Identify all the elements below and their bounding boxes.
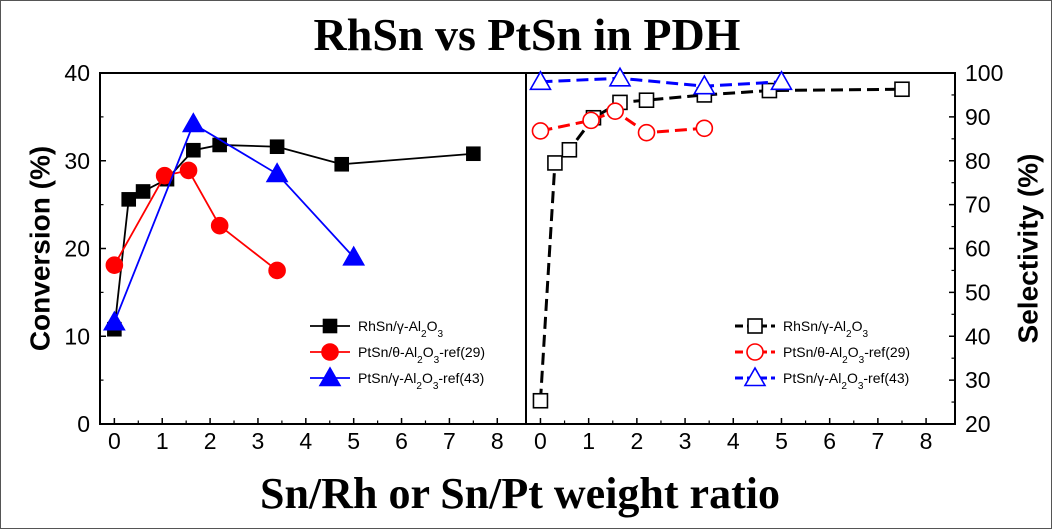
legend-label-right-1: PtSn/θ-Al2O3-ref(29) xyxy=(783,344,910,366)
data-point-left-2 xyxy=(265,162,289,183)
x-tick-label-right: 1 xyxy=(582,428,595,454)
data-point-left-2 xyxy=(342,245,366,266)
y-tick-label-right: 70 xyxy=(965,192,991,218)
x-tick-label-left: 4 xyxy=(299,428,312,454)
y-tick-label-right: 90 xyxy=(965,104,991,130)
y-tick-label-left: 30 xyxy=(64,148,90,174)
x-tick-label-right: 4 xyxy=(727,428,740,454)
chart-title: RhSn vs PtSn in PDH xyxy=(313,9,741,60)
legend-label-right-0: RhSn/γ-Al2O3 xyxy=(783,318,869,340)
data-point-right-1 xyxy=(606,102,624,120)
data-point-right-1 xyxy=(637,123,656,142)
data-point-right-0 xyxy=(532,392,549,409)
data-point-left-1 xyxy=(268,261,286,280)
legend-marker-right-0 xyxy=(747,318,763,334)
y-tick-label-right: 60 xyxy=(965,236,991,262)
data-point-left-2 xyxy=(181,112,205,133)
x-tick-label-right: 5 xyxy=(775,428,788,454)
y-axis-label-right: Selectivity (%) xyxy=(1012,154,1043,344)
data-point-right-1 xyxy=(695,119,714,138)
data-point-left-0 xyxy=(186,142,201,158)
data-point-left-0 xyxy=(466,146,481,162)
x-tick-label-left: 6 xyxy=(395,428,408,454)
y-tick-label-left: 10 xyxy=(64,323,90,349)
data-point-right-1 xyxy=(582,111,600,130)
legend-marker-right-2 xyxy=(743,366,767,387)
series-line-right-2 xyxy=(540,76,782,88)
legend-marker-left-2 xyxy=(318,366,342,387)
y-tick-label-right: 40 xyxy=(965,323,991,349)
x-tick-label-left: 8 xyxy=(491,428,504,454)
y-tick-label-right: 30 xyxy=(965,367,991,393)
y-tick-label-left: 40 xyxy=(64,60,90,86)
data-point-left-2 xyxy=(102,310,126,331)
data-point-left-0 xyxy=(334,156,350,172)
x-tick-label-left: 5 xyxy=(347,428,360,454)
x-tick-label-right: 7 xyxy=(871,428,884,454)
legend-label-left-0: RhSn/γ-Al2O3 xyxy=(358,318,444,340)
data-point-right-0 xyxy=(894,81,910,98)
x-tick-label-left: 7 xyxy=(443,428,456,454)
legend-label-right-2: PtSn/γ-Al2O3-ref(43) xyxy=(783,370,909,392)
x-tick-label-right: 0 xyxy=(534,428,547,454)
legend-marker-left-1 xyxy=(321,343,339,361)
data-point-left-0 xyxy=(269,139,285,155)
x-tick-label-left: 2 xyxy=(204,428,217,454)
legend-label-left-1: PtSn/θ-Al2O3-ref(29) xyxy=(358,344,485,366)
data-point-left-1 xyxy=(105,256,124,274)
data-point-right-2 xyxy=(608,66,632,87)
data-point-right-0 xyxy=(561,141,578,158)
x-tick-label-right: 2 xyxy=(630,428,643,454)
data-point-left-1 xyxy=(210,216,229,235)
y-tick-label-left: 0 xyxy=(77,411,90,437)
series-line-left-2 xyxy=(113,122,355,323)
legend-marker-right-1 xyxy=(746,343,764,361)
x-tick-label-right: 8 xyxy=(920,428,933,454)
x-axis-label: Sn/Rh or Sn/Pt weight ratio xyxy=(260,469,780,518)
x-tick-label-right: 3 xyxy=(679,428,692,454)
x-tick-label-left: 1 xyxy=(156,428,169,454)
y-tick-label-right: 100 xyxy=(965,60,1003,86)
data-point-right-2 xyxy=(529,70,552,91)
y-tick-label-right: 50 xyxy=(965,279,991,305)
data-point-right-1 xyxy=(531,122,550,140)
x-tick-label-left: 0 xyxy=(108,428,121,454)
x-tick-label-left: 3 xyxy=(252,428,265,454)
x-tick-label-right: 6 xyxy=(823,428,836,454)
data-point-right-2 xyxy=(770,70,793,91)
data-point-left-1 xyxy=(179,161,198,180)
legend-marker-left-0 xyxy=(322,318,338,334)
y-tick-label-right: 80 xyxy=(965,148,991,174)
data-point-left-0 xyxy=(121,192,137,207)
y-axis-label-left: Conversion (%) xyxy=(24,146,55,351)
y-tick-label-right: 20 xyxy=(965,411,991,437)
data-point-left-0 xyxy=(135,184,151,199)
data-point-right-2 xyxy=(692,74,716,95)
legend-label-left-2: PtSn/γ-Al2O3-ref(43) xyxy=(358,370,484,392)
data-point-right-0 xyxy=(547,155,563,171)
plot-panel-right: 0 1 2 3 4 5 6 7 8 20 30 40 50 60 70 80 90 100 Selectivity … xyxy=(525,60,1043,454)
y-tick-label-left: 20 xyxy=(64,236,90,262)
data-point-right-0 xyxy=(638,92,655,109)
plot-panel-left: 0 1 2 3 4 5 6 7 8 0 10 20 30 40 Conversion (%) RhSn/γ-A… xyxy=(24,60,527,454)
